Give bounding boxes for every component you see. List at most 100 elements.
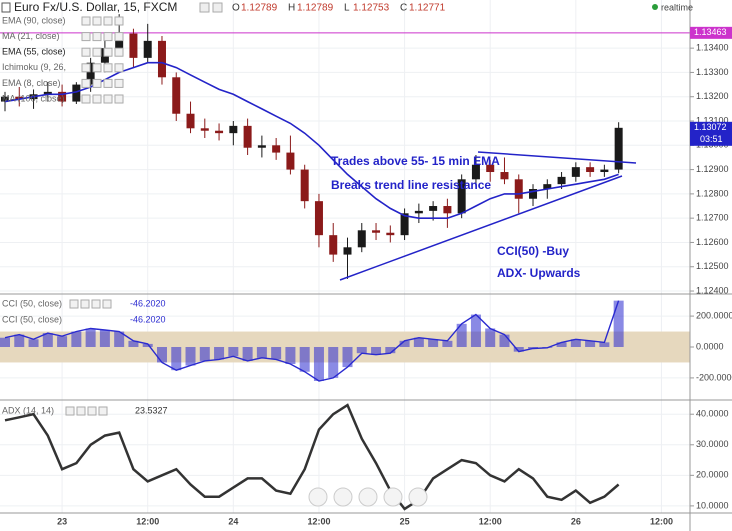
candle-body [300, 169, 309, 202]
indicator-button[interactable] [114, 47, 124, 57]
indicator-button[interactable] [103, 63, 113, 73]
indicator-button[interactable] [87, 406, 97, 416]
countdown: 03:51 [700, 134, 723, 144]
collapse-icon[interactable] [1, 2, 11, 13]
indicator-value: 23.5327 [135, 405, 168, 415]
scroll-right-button[interactable] [408, 487, 428, 507]
candle-body [129, 33, 138, 58]
settings-icon[interactable] [212, 2, 223, 13]
candle-body [443, 206, 452, 214]
cci-bar [28, 339, 39, 347]
indicator-button[interactable] [103, 16, 113, 26]
indicator-label: CCI (50, close) [2, 314, 62, 324]
y-tick-label: 20.0000 [696, 470, 729, 480]
cci-bar [342, 347, 353, 368]
indicator-button[interactable] [98, 406, 108, 416]
scroll-left-button[interactable] [308, 487, 328, 507]
candle-body [557, 176, 566, 185]
indicator-button[interactable] [92, 16, 102, 26]
indicator-button[interactable] [92, 63, 102, 73]
indicator-button[interactable] [92, 94, 102, 104]
cci-bar [256, 347, 267, 358]
cci-bar [570, 339, 581, 347]
indicator-button[interactable] [103, 94, 113, 104]
indicator-button[interactable] [65, 406, 75, 416]
last-price-box [690, 121, 732, 146]
ohlc-value: 1.12789 [241, 3, 278, 14]
indicator-label: MA (21, close) [2, 31, 60, 41]
indicator-button[interactable] [81, 32, 91, 42]
cci-bar [57, 336, 68, 347]
candle-body [486, 164, 495, 173]
level-label-box [690, 26, 732, 39]
indicator-button[interactable] [92, 32, 102, 42]
y-tick-label: 40.0000 [696, 409, 729, 419]
indicator-button[interactable] [81, 94, 91, 104]
cci-bar [142, 343, 153, 347]
indicator-button[interactable] [114, 16, 124, 26]
indicator-button[interactable] [103, 78, 113, 88]
indicator-label: EMA (55, close) [2, 47, 66, 57]
indicator-button[interactable] [76, 406, 86, 416]
y-tick-label: 0.0000 [696, 341, 724, 351]
candle-body [243, 125, 252, 148]
indicator-button[interactable] [91, 299, 101, 309]
cci-bar [399, 340, 410, 347]
candle-body [286, 152, 295, 170]
indicator-button[interactable] [92, 47, 102, 57]
candle-body [514, 179, 523, 199]
indicator-value: -46.2020 [130, 298, 166, 308]
y-tick-label: 1.12900 [696, 164, 729, 174]
reset-button[interactable] [358, 487, 378, 507]
candle-body [343, 247, 352, 255]
indicator-button[interactable] [114, 63, 124, 73]
indicator-button[interactable] [114, 78, 124, 88]
cci-bar [228, 347, 239, 357]
candle-body [314, 201, 323, 236]
candle-body [614, 127, 623, 170]
cci-bar [42, 333, 53, 347]
settings-icon[interactable] [199, 2, 210, 13]
annotation: Trades above 55- 15 min EMA [331, 154, 500, 168]
indicator-button[interactable] [80, 299, 90, 309]
candle-body [372, 230, 381, 233]
cci-bar [371, 347, 382, 355]
cci-bar [285, 347, 296, 364]
zoom-out-button[interactable] [333, 487, 353, 507]
cci-bar [242, 347, 253, 361]
zoom-in-button[interactable] [383, 487, 403, 507]
indicator-button[interactable] [102, 299, 112, 309]
indicator-button[interactable] [103, 47, 113, 57]
candle-body [529, 189, 538, 199]
candle-body [543, 184, 552, 190]
support-line [339, 175, 623, 281]
candle-body [215, 130, 224, 134]
indicator-button[interactable] [81, 63, 91, 73]
x-tick-label: 24 [228, 516, 238, 526]
ohlc-value: 1.12789 [297, 3, 334, 14]
chart-title: Euro Fx/U.S. Dollar, 15, FXCM [14, 0, 177, 14]
ohlc-value: 1.12771 [409, 3, 446, 14]
y-tick-label: 30.0000 [696, 439, 729, 449]
ohlc-label: O [232, 3, 240, 14]
y-tick-label: 10.0000 [696, 500, 729, 510]
candle-body [157, 40, 166, 78]
indicator-button[interactable] [114, 94, 124, 104]
indicator-button[interactable] [81, 78, 91, 88]
indicator-label: Ichimoku (9, 26, [2, 62, 66, 72]
indicator-button[interactable] [81, 16, 91, 26]
indicator-button[interactable] [69, 299, 79, 309]
indicator-button[interactable] [81, 47, 91, 57]
cci-bar [613, 300, 624, 347]
indicator-button[interactable] [103, 32, 113, 42]
indicator-button[interactable] [92, 78, 102, 88]
candle-body [586, 167, 595, 173]
status: realtime [661, 2, 693, 12]
indicator-button[interactable] [114, 32, 124, 42]
y-tick-label: 200.0000 [696, 310, 732, 320]
indicator-label: EMA (8, close) [2, 78, 61, 88]
candle-body [386, 232, 395, 236]
cci-bar [128, 340, 139, 347]
cci-bar [585, 340, 596, 347]
cci-bar [171, 347, 182, 371]
